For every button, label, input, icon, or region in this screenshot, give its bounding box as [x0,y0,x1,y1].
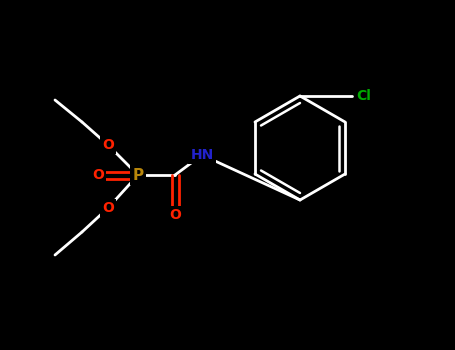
Text: O: O [102,138,114,152]
Text: O: O [169,208,181,222]
Text: Cl: Cl [357,89,371,103]
Text: O: O [102,201,114,215]
Text: P: P [132,168,144,182]
Text: HN: HN [190,148,214,162]
Text: O: O [92,168,104,182]
